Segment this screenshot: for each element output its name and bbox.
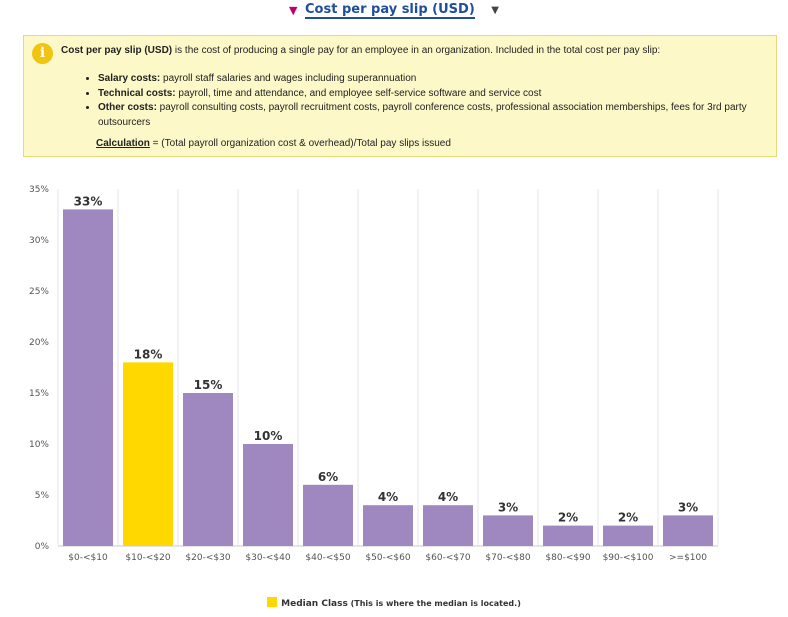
list-item: Technical costs: payroll, time and atten… xyxy=(98,87,764,102)
bar xyxy=(363,505,413,546)
legend-label: Median Class xyxy=(281,599,348,609)
data-label: 2% xyxy=(558,511,578,525)
x-tick-label: $20-<$30 xyxy=(185,553,230,563)
bar xyxy=(543,525,593,546)
legend-note: (This is where the median is located.) xyxy=(347,599,521,608)
y-tick-label: 20% xyxy=(29,338,49,348)
list-item-label: Technical costs: xyxy=(98,87,176,99)
info-box: i Cost per pay slip (USD) is the cost of… xyxy=(23,35,777,157)
metric-selector[interactable]: ▼ Cost per pay slip (USD) ▼ xyxy=(0,2,788,19)
cost-list: Salary costs: payroll staff salaries and… xyxy=(84,72,764,130)
data-label: 2% xyxy=(618,511,638,525)
x-tick-label: $0-<$10 xyxy=(68,553,108,563)
data-label: 3% xyxy=(498,500,518,514)
list-item-label: Salary costs: xyxy=(98,73,161,84)
x-tick-label: >=$100 xyxy=(669,553,707,563)
calculation-line: Calculation = (Total payroll organizatio… xyxy=(96,138,451,149)
caret-down-icon[interactable]: ▼ xyxy=(491,5,499,16)
y-tick-label: 35% xyxy=(29,185,49,195)
metric-label[interactable]: Cost per pay slip (USD) xyxy=(305,2,475,19)
data-label: 4% xyxy=(438,490,458,504)
bar xyxy=(303,484,353,546)
list-item: Other costs: payroll consulting costs, p… xyxy=(98,101,764,130)
data-label: 6% xyxy=(318,470,338,484)
x-tick-label: $10-<$20 xyxy=(125,553,170,563)
data-label: 10% xyxy=(254,429,283,443)
bar xyxy=(183,393,233,546)
calculation-label: Calculation xyxy=(96,138,150,149)
info-intro-text: is the cost of producing a single pay fo… xyxy=(172,45,661,56)
info-intro: Cost per pay slip (USD) is the cost of p… xyxy=(61,45,761,56)
list-item-text: payroll staff salaries and wages includi… xyxy=(160,73,417,84)
x-tick-label: $50-<$60 xyxy=(365,553,410,563)
bar xyxy=(423,505,473,546)
info-icon: i xyxy=(32,43,53,64)
info-title: Cost per pay slip (USD) xyxy=(61,45,173,56)
list-item-text: payroll consulting costs, payroll recrui… xyxy=(98,102,747,128)
x-tick-label: $90-<$100 xyxy=(603,553,654,563)
bar xyxy=(663,515,713,546)
list-item-label: Other costs: xyxy=(98,102,157,114)
y-tick-label: 0% xyxy=(35,542,50,552)
y-tick-label: 15% xyxy=(29,389,49,399)
list-item: Salary costs: payroll staff salaries and… xyxy=(98,72,764,87)
legend: Median Class (This is where the median i… xyxy=(0,597,788,609)
data-label: 4% xyxy=(378,490,398,504)
bar xyxy=(243,444,293,546)
list-item-text: payroll, time and attendance, and employ… xyxy=(175,87,542,99)
x-tick-label: $80-<$90 xyxy=(545,553,590,563)
x-tick-label: $60-<$70 xyxy=(425,553,470,563)
y-tick-label: 30% xyxy=(29,236,49,246)
bar xyxy=(483,515,533,546)
filter-icon: ▼ xyxy=(289,4,298,17)
legend-swatch xyxy=(267,597,278,607)
bar xyxy=(63,209,113,546)
data-label: 3% xyxy=(678,500,698,514)
x-tick-label: $70-<$80 xyxy=(485,553,530,563)
calculation-text: = (Total payroll organization cost & ove… xyxy=(149,138,451,149)
y-tick-label: 5% xyxy=(35,491,50,501)
bar xyxy=(123,362,173,546)
x-tick-label: $40-<$50 xyxy=(305,553,350,563)
data-label: 18% xyxy=(134,347,163,361)
bar xyxy=(603,525,653,546)
data-label: 33% xyxy=(74,194,103,208)
y-tick-label: 25% xyxy=(29,287,49,297)
x-tick-label: $30-<$40 xyxy=(245,553,290,563)
y-tick-label: 10% xyxy=(29,440,49,450)
data-label: 15% xyxy=(194,378,223,392)
